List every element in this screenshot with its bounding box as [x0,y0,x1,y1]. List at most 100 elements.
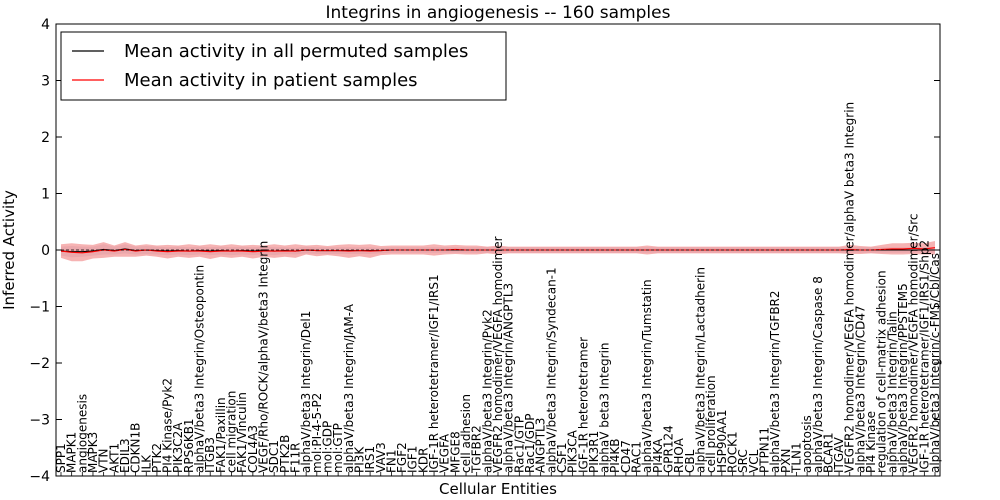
entity-label: CBL [683,449,697,473]
legend-label-patient: Mean activity in patient samples [124,70,418,91]
entity-label: ILK [139,454,153,473]
y-tick-label: 1 [41,187,50,203]
entity-label: HSP90AA1 [715,409,729,473]
entity-label: RHOA [672,437,686,473]
entity-label: PI3K [352,446,366,473]
entity-label: RPS6KB1 [182,418,196,473]
y-tick-label: −1 [29,300,50,316]
entity-label: alphaV/beta3 Integrin/Lactadherin [694,267,708,473]
entity-label: alphaV/beta3 Integrin/Caspase 8 [811,276,825,473]
entity-label: alphaV/beta3 Integrin/ANGPTL3 [502,283,516,473]
entity-label: ITGAV [832,436,846,473]
entity-label: MAPK1 [65,432,79,473]
entity-label: CDKN1B [129,423,143,473]
entity-label: VEGFR2 homodimer/VEGFA homodimer/alphaV … [843,102,857,473]
entity-label: angiogenesis [75,394,89,473]
y-tick-label: −2 [29,356,50,372]
entity-label: MFGE8 [448,431,462,473]
entity-label: PIK3R1 [587,431,601,473]
entity-label: alphaV/beta3 Integrin/JAM-A [342,303,356,473]
entity-label: alphaV/beta3 Integrin/TGFBR2 [768,290,782,473]
entity-label: PI4KA [651,438,665,473]
entity-label: VAV3 [374,442,388,473]
legend-label-permuted: Mean activity in all permuted samples [124,41,468,62]
entity-label: cell proliferation [704,375,718,473]
entity-label: PTPN11 [758,427,772,473]
entity-label: alphaV/beta3 Integrin/Del1 [299,311,313,473]
entity-label: SRC [736,449,750,473]
entity-label: PTK2B [278,435,292,473]
entity-label: SDC1 [267,440,281,473]
entity-label: FAK1/Vinculin [235,392,249,473]
entity-label: VCL [747,449,761,473]
y-axis-ticks: 4 3 2 1 0 −1 −2 −3 −4 [29,17,940,485]
entity-label: F11R [289,442,303,473]
entity-label: VTN [97,448,111,473]
entity-label: VEGFA [438,433,452,473]
entity-label: SPP1 [54,443,68,473]
entity-label: GPR124 [662,425,676,473]
y-tick-label: 0 [41,243,50,259]
entity-label: KDR [416,448,430,473]
entity-label: PI4KB [608,438,622,473]
entity-label: mol:PI-4-5-P2 [310,393,324,473]
entity-label: IRS1 [363,446,377,473]
y-tick-label: −3 [29,413,50,429]
y-tick-label: 3 [41,74,50,90]
entity-label: IGF-1R heterotetramer/IGF1/IRS1/Shp2 [917,240,931,473]
entity-label: TLN1 [789,442,803,474]
entity-label: MAPK3 [86,432,100,473]
entity-label: regulation of cell-matrix adhesion [875,270,889,473]
entity-label: alphaV/beta3 Integrin/Pyk2 [480,309,494,473]
entity-label: FAK1/Paxillin [214,397,228,473]
entity-label: mol:GTP [331,423,345,473]
entity-label: ROCK1 [726,431,740,473]
entity-label: PIK3CA [566,429,580,473]
entity-label: alphaV/beta3 Integrin/Osteopontin [193,265,207,473]
entity-label: ANGPTL3 [534,418,548,473]
entity-label: IGF-1R heterotetramer [576,337,590,473]
entity-label: COL4A3 [246,425,260,473]
entity-label: TGFBR2 [470,425,484,474]
entity-label: RAC1 [630,441,644,473]
entity-label: alphaV beta3 Integrin [598,342,612,473]
entity-label: Rac1/GDP [523,414,537,473]
entity-label: cell adhesion [459,394,473,473]
entity-label: mol:GDP [321,421,335,473]
entity-label: apoptosis [800,415,814,473]
entity-label: alphaV/beta3 Integrin/Syndecan-1 [544,267,558,473]
y-axis-label: Inferred Activity [0,190,18,310]
y-tick-label: 2 [41,130,50,146]
legend: Mean activity in all permuted samples Me… [60,31,507,101]
entity-label: alphaV/beta3 Integrin/Talin [885,311,899,473]
y-tick-label: −4 [29,469,50,485]
band-patient [61,241,935,262]
entity-label: AKT1 [107,443,121,473]
entity-label: EDIL3 [118,438,132,473]
entity-label: CD47 [619,440,633,473]
entity-label: FN1 [384,449,398,473]
activity-bands [61,241,935,262]
entity-label: CSF1 [555,442,569,473]
entity-label: PI4 Kinase [864,411,878,473]
x-axis-label: Cellular Entities [439,480,557,498]
entity-label: VEGFR2 homodimer/VEGFA homodimer [491,236,505,473]
entity-label: Rac1/GTP [512,416,526,473]
entity-label: FGF2 [395,442,409,473]
entity-label: PIK3C2A [171,422,185,473]
entity-label: IGF1 [406,446,420,473]
legend-box [60,31,507,101]
entity-label: VEGF/Rho/ROCK/alphaV/beta3 Integrin [257,241,271,473]
entity-label: alphaV/beta3 Integrin/c-FMS/Cbl/Cas [928,253,942,473]
entity-label: alphaV/beta3 Integrin/CD47 [853,305,867,473]
chart-title: Integrins in angiogenesis -- 160 samples [326,3,671,23]
entity-label: VEGFR2 homodimer/VEGFA homodimer/Src [907,213,921,473]
entity-labels: SPP1MAPK1angiogenesisMAPK3VTNAKT1EDIL3CD… [54,102,942,476]
entity-label: PXN [779,449,793,473]
entity-label: alphaV/beta3 Integrin/PPSTEM5 [896,283,910,473]
entity-label: PI4 Kinase/Pyk2 [161,378,175,473]
entity-label: ITGB3 [203,437,217,473]
entity-label: alphaV/beta3 Integrin/Tumstatin [640,279,654,473]
y-tick-label: 4 [41,17,50,33]
